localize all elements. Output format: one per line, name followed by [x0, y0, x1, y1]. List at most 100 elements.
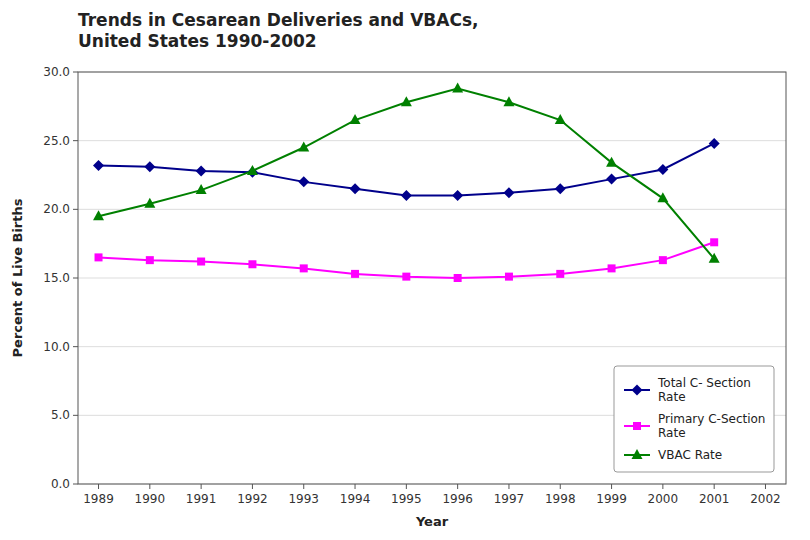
point	[452, 82, 463, 92]
point	[505, 273, 513, 281]
point	[300, 264, 308, 272]
x-tick	[611, 484, 612, 489]
x-tick-label: 2001	[699, 492, 730, 506]
title: Trends in Cesarean Deliveries and VBACs,…	[78, 10, 478, 51]
series	[93, 82, 720, 262]
x-tick-label: 1991	[186, 492, 217, 506]
plot-frame	[78, 72, 786, 484]
x-tick-label: 1989	[83, 492, 114, 506]
x-tick-label: 1996	[442, 492, 473, 506]
series	[95, 238, 719, 282]
point	[298, 176, 309, 187]
x-tick	[406, 484, 407, 489]
x-tick-label: 1998	[545, 492, 576, 506]
y-tick	[73, 140, 78, 141]
y-tick	[73, 346, 78, 347]
point	[248, 260, 256, 268]
x-tick	[252, 484, 253, 489]
x-tick	[201, 484, 202, 489]
point	[454, 274, 462, 282]
y-tick	[73, 415, 78, 416]
point	[144, 161, 155, 172]
x-tick	[662, 484, 663, 489]
line	[99, 88, 715, 258]
x-tick-label: 1992	[237, 492, 268, 506]
point	[657, 164, 668, 175]
y-tick-label: 20.0	[43, 202, 70, 216]
x-tick	[303, 484, 304, 489]
x-tick	[457, 484, 458, 489]
x-tick-label: 1997	[494, 492, 525, 506]
x-tick-label: 2002	[750, 492, 781, 506]
point	[93, 210, 104, 220]
legend-box	[614, 366, 774, 472]
point	[146, 256, 154, 264]
point	[556, 270, 564, 278]
x-tick-label: 1999	[596, 492, 627, 506]
grid-line	[78, 140, 786, 141]
point	[710, 238, 718, 246]
point	[247, 165, 258, 175]
series	[93, 138, 720, 201]
point	[93, 160, 104, 171]
point	[196, 184, 207, 194]
x-tick	[355, 484, 356, 489]
y-tick-label: 5.0	[51, 408, 70, 422]
x-tick-label: 2000	[648, 492, 679, 506]
y-tick	[73, 72, 78, 73]
y-tick-label: 0.0	[51, 477, 70, 491]
point	[606, 174, 617, 185]
x-tick	[714, 484, 715, 489]
point	[657, 192, 668, 202]
grid-line	[78, 209, 786, 210]
y-tick-label: 15.0	[43, 271, 70, 285]
x-tick-label: 1990	[135, 492, 166, 506]
y-tick	[73, 484, 78, 485]
x-tick	[765, 484, 766, 489]
point	[452, 190, 463, 201]
legend-label: Total C- SectionRate	[657, 376, 751, 404]
point	[608, 264, 616, 272]
point	[197, 258, 205, 266]
grid	[78, 72, 786, 484]
y-tick-label: 10.0	[43, 340, 70, 354]
legend-label: Primary C-SectionRate	[658, 412, 765, 440]
legend-marker	[632, 385, 643, 396]
x-axis-label: Year	[415, 514, 449, 529]
point	[709, 138, 720, 149]
legend: Total C- SectionRate Primary C-SectionRat…	[614, 366, 774, 472]
grid-line	[78, 346, 786, 347]
x-tick-label: 1994	[340, 492, 371, 506]
point	[350, 114, 361, 124]
point	[503, 187, 514, 198]
point	[402, 273, 410, 281]
point	[95, 253, 103, 261]
axes: 0.0 5.0 10.0 15.0 20.0 25.0 30.0 1989 1990 1991 19…	[43, 65, 786, 506]
point	[350, 183, 361, 194]
point	[606, 157, 617, 167]
x-tick-label: 1993	[288, 492, 319, 506]
legend-label: VBAC Rate	[658, 448, 722, 462]
point	[709, 253, 720, 263]
chart: 0.0 5.0 10.0 15.0 20.0 25.0 30.0 1989 1990 1991 19…	[0, 0, 810, 540]
point	[351, 270, 359, 278]
point	[401, 190, 412, 201]
x-tick	[149, 484, 150, 489]
legend-marker	[633, 422, 641, 430]
y-tick-label: 25.0	[43, 134, 70, 148]
point	[555, 183, 566, 194]
point	[401, 96, 412, 106]
y-axis-label: Percent of Live Births	[10, 198, 25, 357]
point	[555, 114, 566, 124]
y-tick	[73, 209, 78, 210]
point	[298, 142, 309, 152]
point	[659, 256, 667, 264]
y-tick-label: 30.0	[43, 65, 70, 79]
point	[144, 198, 155, 208]
x-tick	[98, 484, 99, 489]
point	[503, 96, 514, 106]
y-tick	[73, 278, 78, 279]
point	[196, 165, 207, 176]
x-tick	[560, 484, 561, 489]
series-group	[93, 82, 720, 282]
